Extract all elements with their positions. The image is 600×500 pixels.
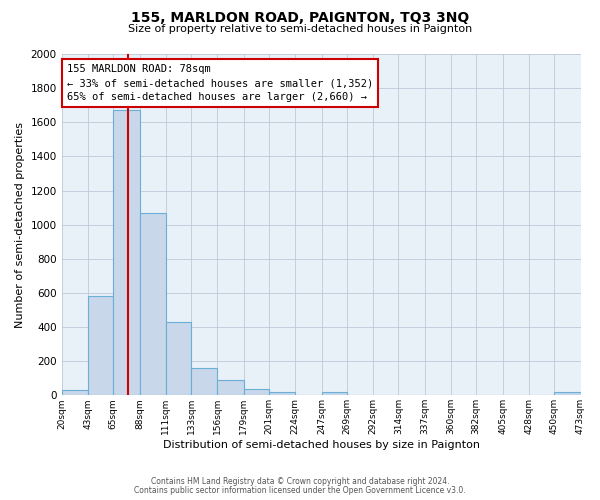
Text: Contains public sector information licensed under the Open Government Licence v3: Contains public sector information licen…	[134, 486, 466, 495]
Bar	[113, 110, 140, 396]
Y-axis label: Number of semi-detached properties: Number of semi-detached properties	[15, 122, 25, 328]
Text: Contains HM Land Registry data © Crown copyright and database right 2024.: Contains HM Land Registry data © Crown c…	[151, 477, 449, 486]
Bar	[269, 392, 295, 396]
Bar	[554, 392, 581, 396]
Bar	[88, 296, 113, 396]
Bar	[191, 368, 217, 396]
Text: 155, MARLDON ROAD, PAIGNTON, TQ3 3NQ: 155, MARLDON ROAD, PAIGNTON, TQ3 3NQ	[131, 11, 469, 25]
X-axis label: Distribution of semi-detached houses by size in Paignton: Distribution of semi-detached houses by …	[163, 440, 479, 450]
Text: Size of property relative to semi-detached houses in Paignton: Size of property relative to semi-detach…	[128, 24, 472, 34]
Bar	[244, 390, 269, 396]
Bar	[217, 380, 244, 396]
Bar	[166, 322, 191, 396]
Bar	[62, 390, 88, 396]
Bar	[140, 212, 166, 396]
Bar	[322, 392, 347, 396]
Text: 155 MARLDON ROAD: 78sqm
← 33% of semi-detached houses are smaller (1,352)
65% of: 155 MARLDON ROAD: 78sqm ← 33% of semi-de…	[67, 64, 373, 102]
